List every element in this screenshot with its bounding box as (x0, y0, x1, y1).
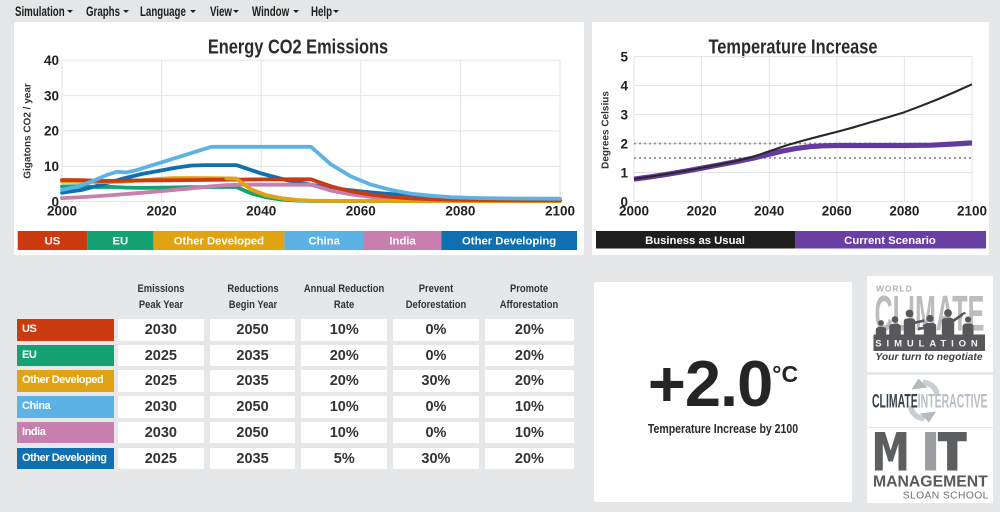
svg-text:Temperature Increase: Temperature Increase (708, 35, 877, 58)
svg-text:Gigatons CO2 / year: Gigatons CO2 / year (22, 83, 33, 179)
svg-text:Business as Usual: Business as Usual (645, 235, 745, 247)
svg-text:2080: 2080 (889, 204, 919, 219)
svg-text:2020: 2020 (147, 204, 177, 219)
svg-text:2000: 2000 (619, 204, 649, 219)
svg-text:India: India (389, 236, 416, 248)
svg-text:WORLD: WORLD (876, 284, 913, 294)
svg-text:SIMULATION: SIMULATION (875, 339, 982, 350)
svg-text:Current Scenario: Current Scenario (844, 235, 936, 247)
svg-text:5: 5 (620, 49, 628, 64)
svg-text:Degrees Celsius: Degrees Celsius (601, 91, 612, 169)
svg-text:4: 4 (620, 78, 628, 93)
svg-text:2040: 2040 (754, 204, 784, 219)
svg-text:SLOAN SCHOOL: SLOAN SCHOOL (902, 491, 988, 502)
svg-text:0: 0 (51, 194, 59, 209)
svg-text:2100: 2100 (957, 204, 987, 219)
svg-text:China: China (309, 236, 341, 248)
svg-text:Other Developed: Other Developed (174, 236, 264, 248)
svg-text:2040: 2040 (246, 204, 276, 219)
svg-text:Your turn to negotiate: Your turn to negotiate (875, 352, 982, 363)
svg-text:MANAGEMENT: MANAGEMENT (873, 474, 988, 491)
svg-text:Other Developing: Other Developing (462, 236, 556, 248)
svg-text:2060: 2060 (822, 204, 852, 219)
svg-text:40: 40 (44, 53, 59, 68)
svg-text:2080: 2080 (445, 204, 475, 219)
svg-text:2: 2 (620, 136, 628, 151)
svg-text:30: 30 (44, 88, 59, 103)
svg-text:2020: 2020 (687, 204, 717, 219)
svg-text:0: 0 (620, 194, 628, 209)
svg-text:10: 10 (44, 159, 59, 174)
svg-text:Energy CO2 Emissions: Energy CO2 Emissions (208, 35, 388, 58)
svg-text:3: 3 (620, 107, 628, 122)
svg-text:2060: 2060 (346, 204, 376, 219)
svg-text:INTERACTIVE: INTERACTIVE (917, 391, 987, 412)
svg-text:1: 1 (620, 165, 628, 180)
svg-text:2000: 2000 (47, 204, 77, 219)
svg-text:CLIMATE: CLIMATE (872, 391, 918, 412)
svg-text:20: 20 (44, 124, 59, 139)
svg-text:2100: 2100 (545, 204, 575, 219)
svg-text:EU: EU (112, 236, 128, 248)
svg-text:US: US (45, 236, 61, 248)
